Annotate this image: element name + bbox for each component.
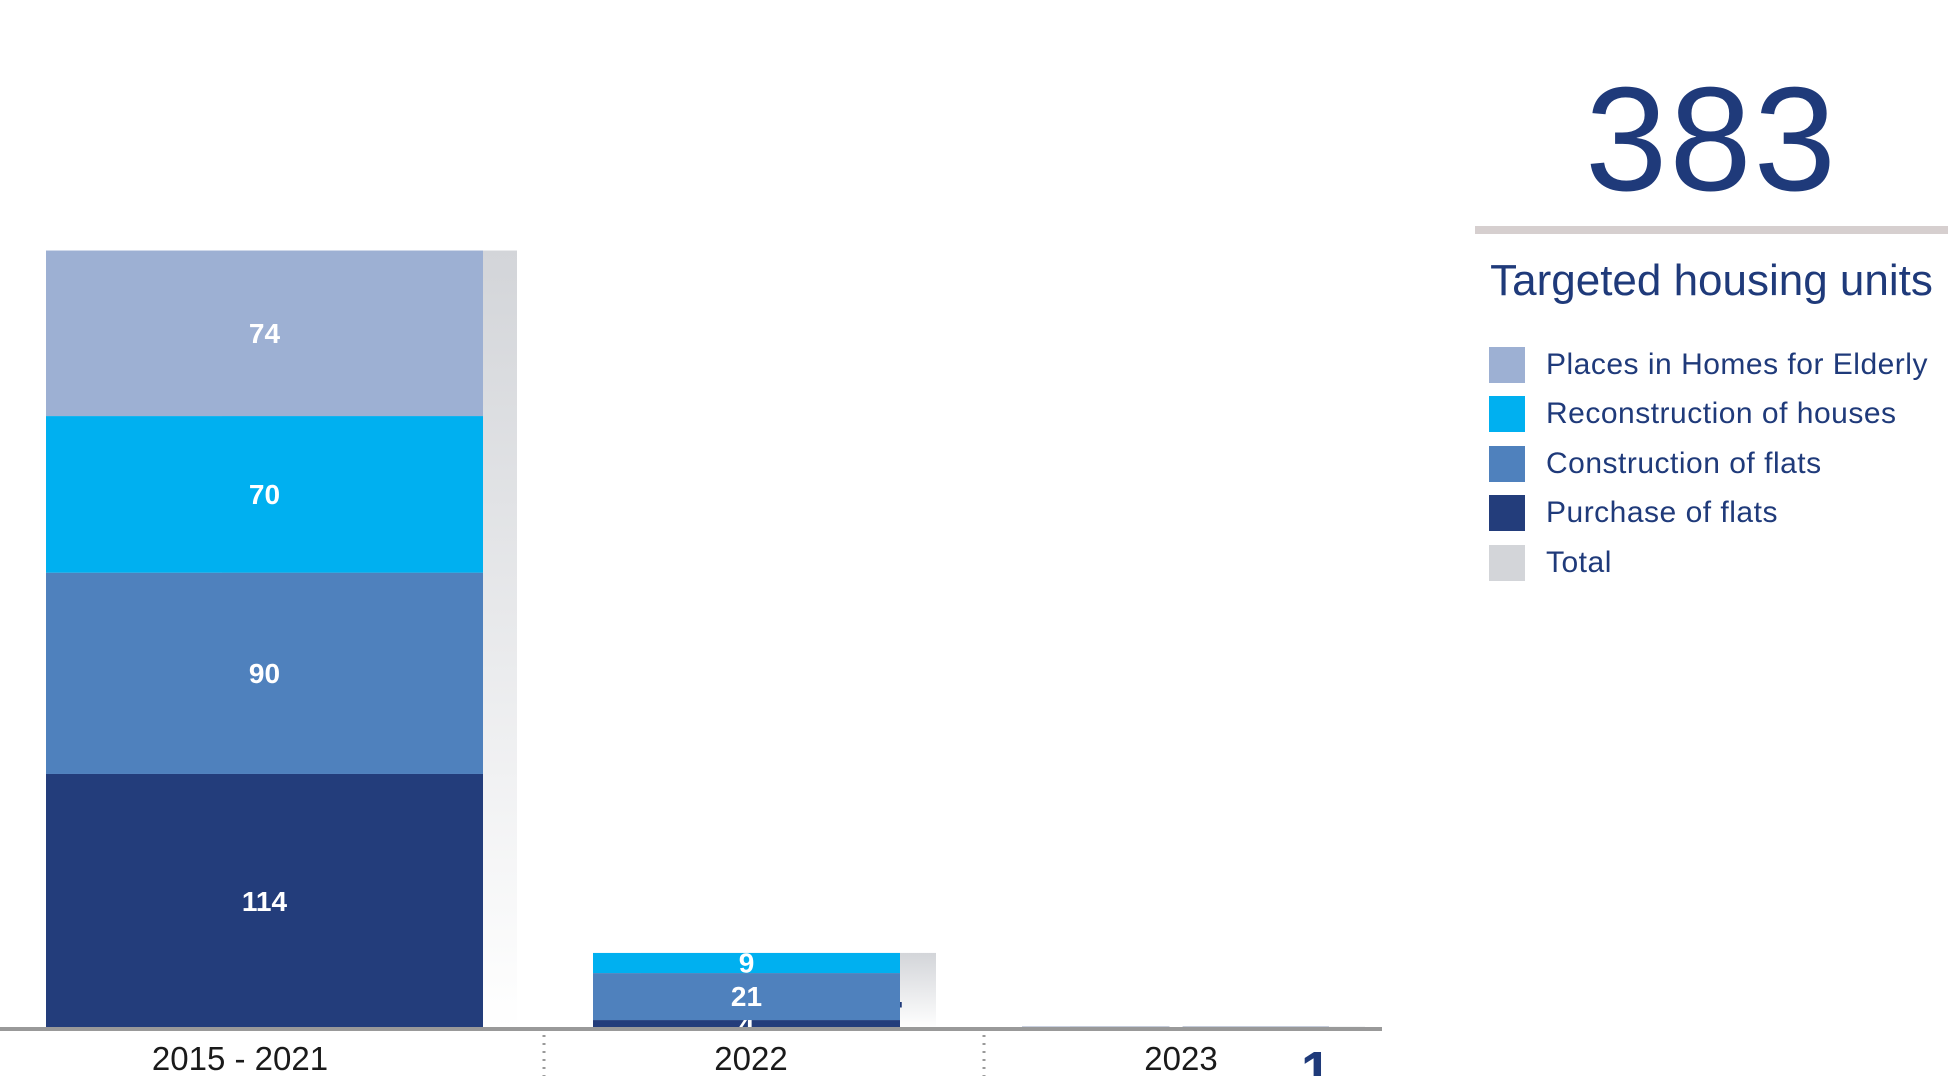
legend-label: Purchase of flats <box>1546 496 1778 530</box>
bar-segment <box>46 250 483 417</box>
legend-item: Total <box>1489 538 1948 588</box>
segment-value-label: 90 <box>249 658 280 689</box>
legend-item: Purchase of flats <box>1489 489 1948 539</box>
bar-segment <box>46 773 483 1029</box>
legend: Places in Homes for Elderly Reconstructi… <box>1489 340 1948 588</box>
segment-value-label: 9 <box>739 948 755 979</box>
summary-panel: 383 Targeted housing units Places in Hom… <box>1475 60 1948 588</box>
legend-label: Construction of flats <box>1546 446 1822 480</box>
segment-value-label: 1 <box>1168 1004 1184 1035</box>
segment-value-label: 74 <box>249 318 281 349</box>
grand-total-value: 383 <box>1585 57 1838 222</box>
x-axis: 2015 - 2021 2022 2023 <box>0 1027 1382 1076</box>
segment-value-label: 114 <box>242 886 288 917</box>
legend-swatch <box>1489 544 1525 581</box>
legend-swatch <box>1489 346 1525 383</box>
bar-segment <box>593 952 900 974</box>
bar-segment <box>593 973 900 1021</box>
legend-item: Reconstruction of houses <box>1489 390 1948 440</box>
legend-item: Construction of flats <box>1489 439 1948 489</box>
legend-swatch <box>1489 396 1525 433</box>
segment-value-label: 21 <box>731 981 762 1012</box>
x-tick-label: 2015 - 2021 <box>152 1040 328 1076</box>
legend-item: Places in Homes for Elderly <box>1489 340 1948 390</box>
legend-label: Places in Homes for Elderly <box>1546 347 1928 381</box>
total-value-label: 1 <box>1301 1041 1331 1076</box>
chart-title: Targeted housing units <box>1490 256 1933 305</box>
x-tick-label: 2022 <box>714 1040 787 1076</box>
bar-segment <box>46 572 483 774</box>
bar-segment <box>593 1020 900 1029</box>
legend-label: Reconstruction of houses <box>1546 397 1897 431</box>
x-tick-label: 2023 <box>1144 1040 1217 1076</box>
bar-segment <box>46 416 483 573</box>
legend-label: Total <box>1546 545 1612 579</box>
segment-value-label: 70 <box>249 479 280 510</box>
legend-swatch <box>1489 445 1525 482</box>
legend-swatch <box>1489 495 1525 532</box>
divider <box>1475 226 1948 234</box>
